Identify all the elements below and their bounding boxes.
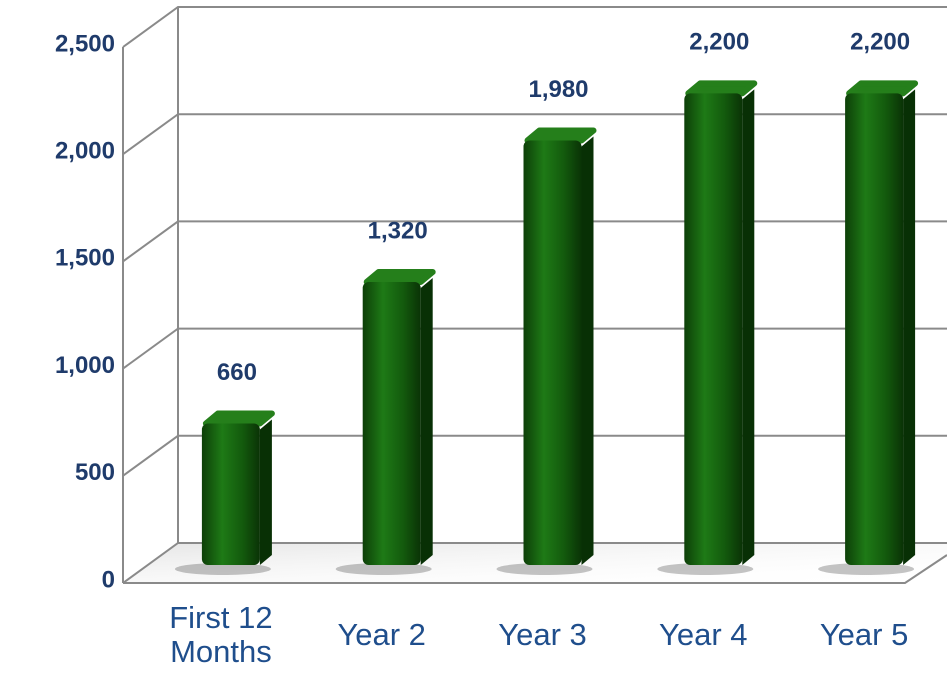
y-tick-label: 2,500 xyxy=(55,30,115,57)
x-tick-label: Year 5 xyxy=(820,617,909,652)
bar xyxy=(523,140,582,565)
bar-group: 1,320 xyxy=(335,217,436,575)
bar-side xyxy=(581,136,594,565)
bar-side xyxy=(742,89,755,565)
y-tick-label: 0 xyxy=(102,566,115,593)
grid-line xyxy=(122,6,947,48)
value-label: 1,980 xyxy=(528,76,588,103)
x-tick-label: Year 4 xyxy=(659,617,748,652)
bar xyxy=(201,423,260,565)
bar-shadow xyxy=(174,563,271,575)
bar-side xyxy=(259,419,272,565)
x-tick-label: Year 3 xyxy=(498,617,587,652)
bar-shadow xyxy=(335,563,432,575)
bar-top xyxy=(846,80,919,97)
y-tick-label: 500 xyxy=(75,459,115,486)
bar-side xyxy=(903,89,916,565)
bar-side xyxy=(420,277,433,565)
bar-shadow xyxy=(818,563,915,575)
bar xyxy=(684,93,743,565)
bar-group: 660 xyxy=(174,359,275,575)
bar-shadow xyxy=(657,563,754,575)
bar-group: 2,200 xyxy=(818,29,919,575)
bar-group: 1,980 xyxy=(496,76,597,575)
bar-top xyxy=(202,410,275,427)
y-tick-label: 1,000 xyxy=(55,352,115,379)
y-tick-label: 2,000 xyxy=(55,138,115,165)
bar-top xyxy=(524,127,597,144)
y-tick-label: 1,500 xyxy=(55,245,115,272)
floor-edge xyxy=(123,554,947,584)
x-tick-label: Year 2 xyxy=(337,617,426,652)
bar-top xyxy=(685,80,758,97)
bar-top xyxy=(363,268,436,285)
value-label: 2,200 xyxy=(689,29,749,56)
bars: 660 1,320 1,980 2,200 2,200 xyxy=(174,29,919,575)
bar-shadow xyxy=(496,563,593,575)
x-tick-label: First 12 Months xyxy=(169,600,272,669)
bar xyxy=(845,93,904,565)
bar xyxy=(362,281,421,565)
value-label: 2,200 xyxy=(850,29,910,56)
value-label: 1,320 xyxy=(368,217,428,244)
bar-group: 2,200 xyxy=(657,29,758,575)
value-label: 660 xyxy=(217,359,257,386)
